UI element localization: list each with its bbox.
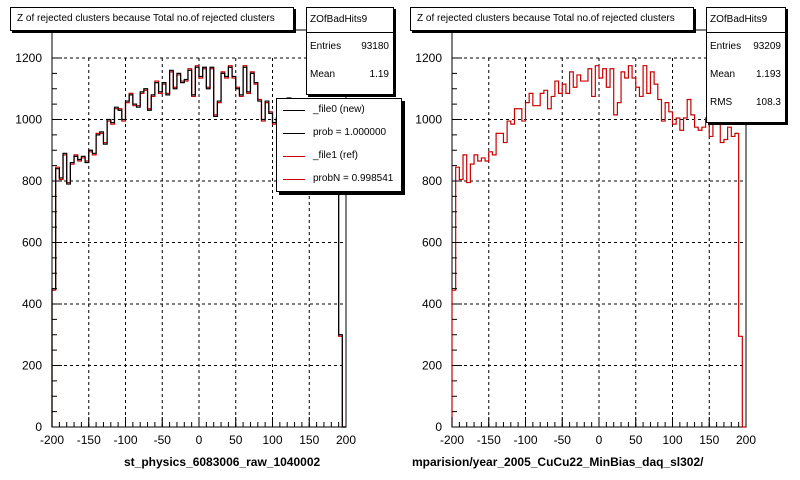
file-name-footer: st_physics_6083006_raw_1040002 [124,455,321,469]
legend-swatch-red [283,156,305,157]
stats-value: 1.193 [755,69,781,80]
x-tick-label: 50 [229,433,243,447]
legend-swatch-black [283,110,305,111]
histogram-plot: -200 -150 -100 -50 0 50 100 150 200 0 200 400 600 800… [15,29,356,447]
histogram-pane-ref: -200 -150 -100 -50 0 50 100 150 200 0 200 400 600 800… [400,0,800,480]
stats-row-mean: Mean 1.193 [707,61,785,89]
y-tick-label: 600 [422,236,442,250]
x-tick-label: 100 [662,433,682,447]
x-tick-label: -150 [77,433,101,447]
legend-entry-file0: _file0 (new) [277,99,401,122]
stats-box-name: ZOfBadHits9 [307,8,393,33]
stats-label: Mean [310,69,336,80]
x-tick-label: 200 [736,433,756,447]
x-tick-label: -200 [40,433,64,447]
legend-entry-probn: probN = 0.998541 [277,168,401,191]
stats-value: 108.3 [755,97,781,108]
stats-box: ZOfBadHits9 Entries 93209 Mean 1.193 RMS… [706,7,786,123]
y-tick-label: 0 [435,420,442,434]
x-tick-label: -50 [154,433,172,447]
histogram-title-text: Z of rejected clusters because Total no.… [417,13,675,24]
histogram-title-text: Z of rejected clusters because Total no.… [17,13,275,24]
histogram-pane-new-vs-ref: -200 -150 -100 -50 0 50 100 150 200 0 200 400 600 800… [10,7,402,469]
stats-label: Mean [710,69,736,80]
histogram-plot: -200 -150 -100 -50 0 50 100 150 200 0 200 400 600 800… [415,29,756,447]
legend-label: probN = 0.998541 [313,173,394,184]
y-tick-label: 1200 [415,51,442,65]
x-tick-label: -100 [113,433,137,447]
stats-value: 93209 [753,41,781,52]
y-tick-label: 200 [422,359,442,373]
legend-swatch-red [283,179,305,180]
file-path-footer: mparision/year_2005_CuCu22_MinBias_daq_s… [412,455,704,469]
x-tick-label: -150 [477,433,501,447]
y-tick-label: 600 [22,236,42,250]
stats-value: 93180 [361,41,389,52]
histogram-title: Z of rejected clusters because Total no.… [10,7,294,31]
stats-box-name: ZOfBadHits9 [707,8,785,33]
y-tick-label: 200 [22,359,42,373]
legend-label: _file0 (new) [313,104,365,115]
stats-label: RMS [710,97,733,108]
legend-entry-file1: _file1 (ref) [277,145,401,168]
legend-entry-prob: prob = 1.000000 [277,122,401,145]
x-tick-label: 200 [336,433,356,447]
histogram-series-line [451,65,746,428]
x-tick-label: 150 [299,433,319,447]
y-tick-label: 400 [422,297,442,311]
stats-row-entries: Entries 93180 [307,33,393,61]
y-tick-label: 0 [35,420,42,434]
stats-row-mean: Mean 1.19 [307,61,393,89]
stats-label: Entries [310,41,342,52]
x-tick-label: 150 [699,433,719,447]
x-tick-label: 50 [629,433,643,447]
legend-label: _file1 (ref) [313,150,359,161]
x-tick-label: 0 [196,433,203,447]
x-tick-label: -50 [554,433,572,447]
y-tick-label: 1200 [15,51,42,65]
stats-row-entries: Entries 93209 [707,33,785,61]
legend-label: prob = 1.000000 [313,127,387,138]
x-tick-label: 100 [262,433,282,447]
x-tick-label: -200 [440,433,464,447]
stats-value: 1.19 [369,69,389,80]
y-tick-label: 800 [422,174,442,188]
legend-swatch-black [283,133,305,134]
y-tick-label: 400 [22,297,42,311]
y-tick-label: 800 [22,174,42,188]
x-tick-label: 0 [596,433,603,447]
x-tick-label: -100 [513,433,537,447]
legend: _file0 (new) prob = 1.000000 _file1 (ref… [276,98,402,192]
y-tick-label: 1000 [15,113,42,127]
stats-label: Entries [710,41,742,52]
y-tick-label: 1000 [415,113,442,127]
stats-box: ZOfBadHits9 Entries 93180 Mean 1.19 [306,7,394,95]
histogram-title: Z of rejected clusters because Total no.… [410,7,694,31]
stats-row-rms: RMS 108.3 [707,89,785,117]
